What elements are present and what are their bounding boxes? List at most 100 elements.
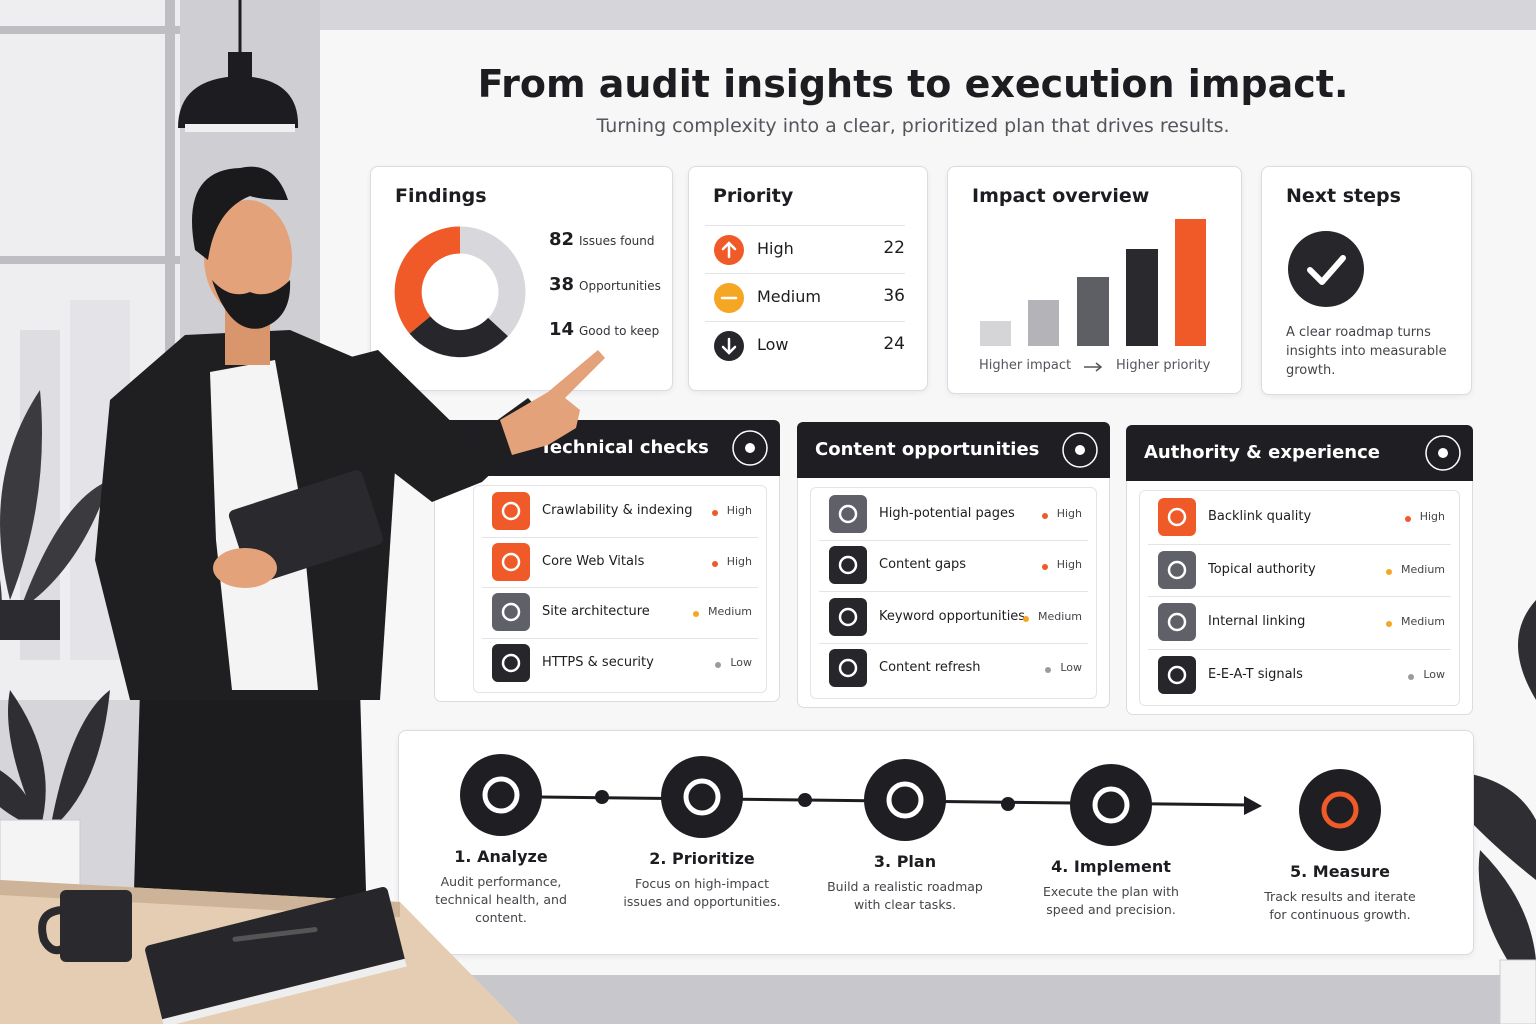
row-label: HTTPS & security xyxy=(542,654,654,670)
step-icon xyxy=(661,756,743,838)
row-level: Medium xyxy=(1038,609,1082,623)
panel-row: High-potential pages High xyxy=(819,488,1088,541)
priority-value: 22 xyxy=(883,238,905,258)
panel: Content opportunities High-potential page… xyxy=(797,422,1110,708)
finding-label: Issues found xyxy=(579,234,655,248)
priority-row: High 22 xyxy=(705,225,905,272)
step-text: Track results and iterate for continuous… xyxy=(1264,889,1416,922)
icon-glyph xyxy=(886,781,924,819)
icon-bg xyxy=(492,643,530,682)
icon-bg xyxy=(492,542,530,581)
priority-icon xyxy=(714,235,744,265)
row-level: Low xyxy=(1060,661,1082,675)
priority-value: 24 xyxy=(883,334,905,354)
step-title: 5. Measure xyxy=(1289,862,1390,881)
icon-glyph xyxy=(838,504,858,523)
icon-bg xyxy=(492,593,530,632)
panel-row: Core Web Vitals High xyxy=(482,537,758,588)
step-icon xyxy=(460,754,542,836)
panel-list: Backlink quality High Topical authority Med… xyxy=(1139,490,1460,706)
icon-circle xyxy=(460,754,542,836)
axis-label: Higher priority xyxy=(1116,358,1211,373)
row-icon xyxy=(492,492,530,531)
priority-label: High xyxy=(757,239,794,258)
icon-glyph xyxy=(1167,613,1187,632)
panel-row: Keyword opportunities Medium xyxy=(819,591,1088,644)
icon-dot xyxy=(1075,445,1085,455)
row-icon xyxy=(492,593,530,632)
panel-list: Crawlability & indexing High Core Web Vita… xyxy=(473,485,767,693)
row-label: Content refresh xyxy=(879,660,981,676)
dot xyxy=(1386,568,1392,575)
panel: Authority & experience Backlink quality Hi… xyxy=(1126,425,1473,715)
priority-row: Low 24 xyxy=(705,321,905,368)
dot xyxy=(1386,621,1392,628)
level-dot xyxy=(1408,673,1414,680)
icon-bg xyxy=(1158,603,1196,642)
row-icon xyxy=(829,546,867,585)
row-icon xyxy=(829,494,867,533)
priority-card: Priority High 22 Medium 36 Low 24 xyxy=(688,166,928,391)
row-label: Backlink quality xyxy=(1208,509,1312,525)
panel-header: Technical checks xyxy=(434,420,780,476)
subtitle: Turning complexity into a clear, priorit… xyxy=(596,115,1230,137)
card-title: Findings xyxy=(395,185,487,207)
row-label: E-E-A-T signals xyxy=(1208,666,1303,682)
row-icon xyxy=(1158,498,1196,537)
icon-glyph xyxy=(501,552,521,571)
panel-row: Backlink quality High xyxy=(1148,491,1451,545)
priority-icon xyxy=(714,283,744,313)
row-icon xyxy=(1158,655,1196,694)
level-dot xyxy=(1405,516,1411,523)
finding-value: 38 xyxy=(549,274,575,295)
icon-circle xyxy=(661,756,743,838)
findings-card: Findings 82 Issues found 38 Opportunities 14… xyxy=(370,166,673,391)
panel: Technical checks Crawlability & indexing H… xyxy=(434,420,780,702)
icon-bg xyxy=(829,649,867,688)
row-level: Medium xyxy=(708,605,752,619)
impact-bars xyxy=(980,219,1206,372)
panel-row: Internal linking Medium xyxy=(1148,596,1451,650)
icon-glyph xyxy=(838,556,858,575)
panel-row: HTTPS & security Low xyxy=(482,638,758,689)
row-label: Crawlability & indexing xyxy=(542,503,693,519)
icon-bg xyxy=(492,492,530,531)
icon-glyph xyxy=(838,607,858,626)
row-icon xyxy=(829,649,867,688)
level-dot xyxy=(1023,615,1029,622)
row-level: Low xyxy=(1423,667,1445,681)
finding-value: 14 xyxy=(549,319,575,340)
step-icon xyxy=(864,759,946,841)
icon-bg xyxy=(1158,655,1196,694)
dot xyxy=(712,510,718,517)
finding-value: 82 xyxy=(549,229,575,250)
level-dot xyxy=(693,611,699,618)
dot xyxy=(1045,667,1051,674)
title: From audit insights to execution impact. xyxy=(477,62,1349,106)
priority-label: Medium xyxy=(757,287,821,306)
row-icon xyxy=(1158,550,1196,589)
icon-glyph xyxy=(838,659,858,678)
donut xyxy=(394,226,526,358)
dot xyxy=(715,661,721,668)
row-icon xyxy=(1158,603,1196,642)
row-level: Low xyxy=(730,655,752,669)
step-title: 1. Analyze xyxy=(454,847,548,866)
level-dot xyxy=(1042,564,1048,571)
panel-header: Content opportunities xyxy=(797,422,1110,478)
icon-circle xyxy=(1299,769,1381,851)
panel-icon xyxy=(1062,432,1098,468)
step-icon xyxy=(1299,769,1381,851)
dot xyxy=(1408,673,1414,680)
icon-glyph xyxy=(501,502,521,521)
row-label: Topical authority xyxy=(1208,561,1316,577)
next-steps-card: Next steps A clear roadmap turns insight… xyxy=(1261,166,1472,395)
icon-dot xyxy=(745,443,755,453)
icon-glyph xyxy=(501,603,521,622)
dot xyxy=(1042,564,1048,571)
row-level: High xyxy=(1419,510,1445,524)
row-level: Medium xyxy=(1401,615,1445,629)
icon-bg xyxy=(829,546,867,585)
icon-circle xyxy=(864,759,946,841)
